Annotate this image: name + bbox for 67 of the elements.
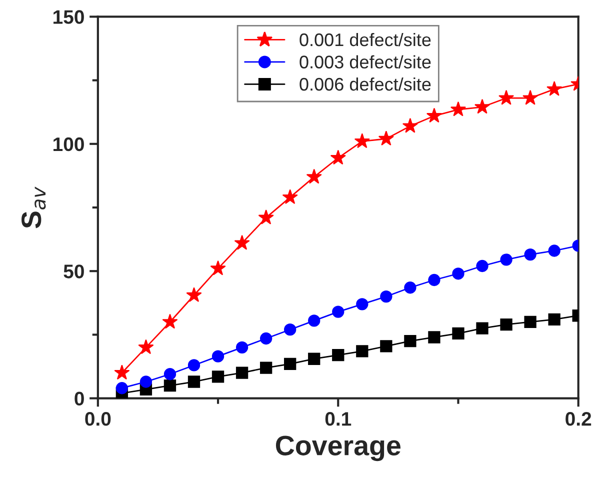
point bbox=[332, 348, 344, 362]
point bbox=[138, 339, 154, 354]
x-axis-title: Coverage bbox=[276, 436, 400, 462]
point bbox=[330, 150, 346, 165]
point bbox=[548, 313, 560, 326]
point bbox=[308, 314, 320, 327]
legend-label: 0.001 defect/site bbox=[300, 32, 431, 46]
point bbox=[356, 298, 368, 310]
x-tick-label: 0.2 bbox=[566, 412, 592, 426]
point bbox=[188, 376, 200, 388]
point bbox=[524, 248, 536, 261]
y-axis-title: S$_{av}$ bbox=[22, 186, 46, 228]
y-tick-label: 0 bbox=[74, 392, 84, 406]
x-tick-label: 0.0 bbox=[85, 412, 111, 426]
point bbox=[284, 324, 296, 336]
point bbox=[260, 362, 272, 374]
point bbox=[474, 98, 490, 114]
point bbox=[140, 376, 152, 388]
y-tick-label: 150 bbox=[54, 10, 84, 24]
point bbox=[428, 331, 440, 344]
point bbox=[162, 314, 178, 329]
point bbox=[114, 364, 130, 380]
point bbox=[546, 81, 562, 96]
point bbox=[476, 322, 488, 334]
point bbox=[450, 101, 466, 116]
point bbox=[380, 340, 392, 352]
point bbox=[282, 189, 298, 204]
point bbox=[428, 274, 440, 286]
point bbox=[210, 260, 226, 276]
legend-label: 0.006 defect/site bbox=[300, 77, 431, 91]
point bbox=[402, 118, 418, 133]
point bbox=[404, 334, 416, 348]
point bbox=[548, 244, 560, 257]
point bbox=[306, 168, 322, 184]
point bbox=[234, 234, 250, 250]
point bbox=[236, 341, 248, 354]
legend-label: 0.003 defect/site bbox=[300, 55, 431, 68]
point bbox=[356, 345, 368, 358]
y-tick-label: 100 bbox=[54, 137, 84, 152]
point bbox=[452, 327, 464, 340]
point bbox=[354, 133, 370, 148]
point bbox=[188, 359, 200, 372]
point bbox=[524, 316, 536, 328]
point bbox=[308, 352, 320, 365]
point bbox=[380, 290, 392, 303]
point bbox=[500, 318, 512, 331]
point bbox=[378, 130, 394, 146]
point bbox=[212, 350, 224, 362]
point bbox=[186, 287, 202, 302]
point bbox=[116, 382, 128, 394]
point bbox=[236, 366, 248, 379]
point bbox=[452, 268, 464, 280]
point bbox=[164, 380, 176, 392]
point bbox=[212, 370, 224, 383]
point bbox=[332, 306, 344, 318]
point bbox=[522, 90, 538, 105]
point bbox=[404, 282, 416, 294]
y-tick-label: 50 bbox=[64, 264, 84, 278]
point bbox=[476, 260, 488, 272]
point bbox=[284, 358, 296, 370]
point bbox=[164, 368, 176, 380]
point bbox=[426, 108, 442, 123]
point bbox=[498, 90, 514, 105]
point bbox=[258, 210, 274, 224]
x-tick-label: 0.1 bbox=[325, 412, 352, 426]
point bbox=[500, 254, 512, 266]
point bbox=[260, 332, 272, 345]
